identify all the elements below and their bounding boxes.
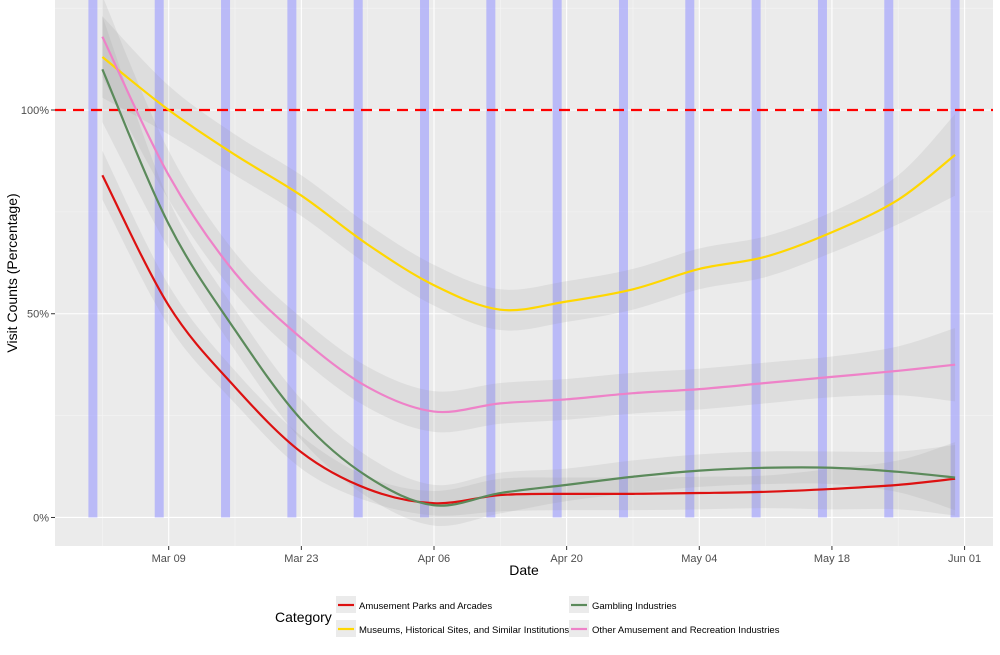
weekend-band bbox=[353, 0, 363, 518]
weekend-band bbox=[817, 0, 827, 518]
confidence-ribbon bbox=[102, 0, 956, 433]
legend: Category Amusement Parks and Arcades Gamb… bbox=[275, 596, 780, 637]
legend-item: Museums, Historical Sites, and Similar I… bbox=[336, 620, 569, 637]
weekend-band bbox=[420, 0, 430, 518]
x-tick-label: May 04 bbox=[681, 553, 717, 565]
legend-item: Other Amusement and Recreation Industrie… bbox=[569, 620, 780, 637]
y-axis: 0% 50% 100% bbox=[21, 105, 55, 524]
series-line bbox=[101, 68, 956, 507]
x-tick-label: Jun 01 bbox=[948, 553, 981, 565]
weekend-band bbox=[884, 0, 894, 518]
weekend-band bbox=[618, 0, 628, 518]
confidence-ribbons bbox=[102, 0, 956, 527]
legend-item: Gambling Industries bbox=[569, 596, 677, 613]
x-axis-title: Date bbox=[509, 562, 539, 578]
y-axis-title: Visit Counts (Percentage) bbox=[4, 193, 20, 352]
legend-label: Other Amusement and Recreation Industrie… bbox=[592, 625, 780, 636]
weekend-band bbox=[287, 0, 297, 518]
y-tick-label: 100% bbox=[21, 105, 49, 117]
legend-label: Amusement Parks and Arcades bbox=[359, 601, 492, 612]
x-tick-label: Mar 09 bbox=[152, 553, 186, 565]
legend-item: Amusement Parks and Arcades bbox=[336, 596, 492, 613]
weekend-band bbox=[950, 0, 960, 518]
weekend-band bbox=[685, 0, 695, 518]
confidence-ribbon bbox=[102, 16, 956, 527]
confidence-ribbon bbox=[102, 16, 956, 331]
y-tick-label: 50% bbox=[27, 309, 49, 321]
x-tick-label: Apr 06 bbox=[418, 553, 450, 565]
confidence-ribbon bbox=[102, 150, 956, 516]
weekend-band bbox=[154, 0, 164, 518]
x-axis: Mar 09 Mar 23 Apr 06 Apr 20 May 04 May 18 Jun … bbox=[152, 546, 981, 565]
y-tick-label: 0% bbox=[33, 512, 49, 524]
x-tick-label: Apr 20 bbox=[550, 553, 582, 565]
series-lines bbox=[101, 36, 956, 507]
x-tick-label: Mar 23 bbox=[284, 553, 318, 565]
weekend-band bbox=[486, 0, 496, 518]
x-tick-label: May 18 bbox=[814, 553, 850, 565]
weekend-band bbox=[88, 0, 98, 518]
plot-panel bbox=[55, 0, 993, 546]
series-line bbox=[101, 56, 956, 312]
legend-title: Category bbox=[275, 609, 332, 625]
weekend-band bbox=[552, 0, 562, 518]
series-line bbox=[101, 174, 956, 505]
series-line bbox=[101, 36, 956, 414]
legend-label: Gambling Industries bbox=[592, 601, 677, 612]
weekend-band bbox=[221, 0, 231, 518]
legend-label: Museums, Historical Sites, and Similar I… bbox=[359, 625, 569, 636]
